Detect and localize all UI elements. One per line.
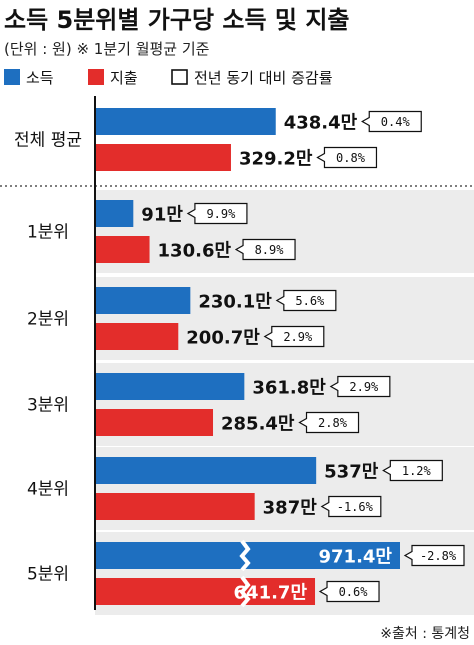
spending-bar bbox=[96, 578, 316, 605]
income-change-box bbox=[186, 202, 248, 225]
spending-change-label: 2.9% bbox=[283, 330, 313, 344]
income-value-label: 91만 bbox=[141, 205, 183, 226]
source-note: ※출처 : 통계청 bbox=[380, 626, 470, 642]
income-value-label: 230.1만 bbox=[198, 292, 272, 313]
spending-value-label: 387만 bbox=[263, 498, 318, 519]
spending-value-label: 641.7만 bbox=[234, 583, 308, 604]
spending-change-box bbox=[316, 146, 378, 169]
income-change-label: 2.9% bbox=[349, 380, 379, 394]
spending-bar bbox=[96, 236, 150, 263]
category-label: 4분위 bbox=[27, 480, 69, 500]
category-label: 5분위 bbox=[27, 565, 69, 585]
spending-change-label: 8.9% bbox=[255, 243, 285, 257]
category-label: 3분위 bbox=[27, 396, 69, 416]
income-bar bbox=[96, 287, 191, 314]
spending-change-box bbox=[234, 238, 296, 261]
income-change-box bbox=[275, 289, 337, 312]
spending-change-box bbox=[320, 495, 382, 518]
bar-layer: 전체 평균 438.4만 0.4% 329.2만 0.8% 1분위 91만 9.9% 130.6… bbox=[14, 108, 465, 608]
income-change-box bbox=[382, 459, 443, 482]
spending-change-label: 0.6% bbox=[339, 585, 369, 599]
spending-bar bbox=[96, 493, 255, 520]
spending-change-label: -1.6% bbox=[337, 500, 374, 514]
income-bar bbox=[96, 373, 245, 400]
legend: 소득 지출 전년 동기 대비 증감률 bbox=[4, 69, 333, 87]
income-change-box bbox=[329, 375, 391, 398]
legend-change-label: 전년 동기 대비 증감률 bbox=[194, 69, 333, 87]
income-change-label: 1.2% bbox=[402, 464, 432, 478]
axis-break-mark bbox=[239, 575, 251, 608]
income-value-label: 537만 bbox=[324, 462, 379, 483]
spending-value-label: 285.4만 bbox=[221, 414, 295, 435]
spending-value-label: 130.6만 bbox=[158, 241, 232, 262]
income-bar bbox=[96, 457, 317, 484]
income-value-label: 971.4만 bbox=[319, 547, 393, 568]
chart-title: 소득 5분위별 가구당 소득 및 지출 bbox=[4, 6, 350, 34]
legend-spending-label: 지출 bbox=[110, 69, 138, 87]
income-value-label: 438.4만 bbox=[284, 113, 358, 134]
category-label: 전체 평균 bbox=[14, 131, 82, 151]
spending-bar bbox=[96, 323, 179, 350]
chart-subtitle: (단위 : 원) ※ 1분기 월평균 기준 bbox=[4, 40, 210, 58]
category-label: 2분위 bbox=[27, 310, 69, 330]
spending-value-label: 329.2만 bbox=[239, 149, 313, 170]
income-change-box bbox=[403, 544, 465, 567]
income-change-label: 5.6% bbox=[295, 294, 325, 308]
spending-change-box bbox=[298, 411, 360, 434]
group-band bbox=[95, 190, 474, 273]
income-change-label: -2.8% bbox=[420, 549, 457, 563]
legend-change-swatch bbox=[171, 69, 188, 85]
income-change-box bbox=[361, 110, 422, 133]
axis-break-mark bbox=[239, 539, 251, 572]
legend-income-swatch bbox=[4, 69, 20, 85]
income-change-label: 0.4% bbox=[381, 115, 411, 129]
income-change-label: 9.9% bbox=[206, 207, 236, 221]
spending-change-label: 2.8% bbox=[318, 416, 348, 430]
spending-change-box bbox=[318, 580, 380, 603]
income-value-label: 361.8만 bbox=[252, 378, 326, 399]
income-bar bbox=[96, 200, 134, 227]
spending-value-label: 200.7만 bbox=[186, 328, 260, 349]
legend-income-label: 소득 bbox=[26, 69, 54, 87]
income-bar bbox=[96, 108, 276, 135]
spending-change-box bbox=[263, 325, 325, 348]
legend-spending-swatch bbox=[88, 69, 104, 85]
category-label: 1분위 bbox=[27, 223, 69, 243]
spending-bar bbox=[96, 409, 214, 436]
spending-bar bbox=[96, 144, 231, 171]
spending-change-label: 0.8% bbox=[336, 151, 366, 165]
